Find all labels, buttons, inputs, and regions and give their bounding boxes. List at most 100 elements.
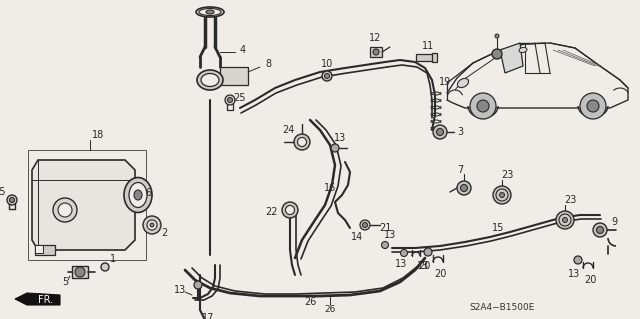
Text: 4: 4 bbox=[240, 45, 246, 55]
Text: 13: 13 bbox=[568, 269, 580, 279]
Circle shape bbox=[461, 184, 467, 191]
Text: 20: 20 bbox=[418, 261, 430, 271]
Circle shape bbox=[101, 263, 109, 271]
Circle shape bbox=[457, 181, 471, 195]
Bar bbox=[416, 54, 434, 61]
Circle shape bbox=[58, 203, 72, 217]
Circle shape bbox=[470, 93, 496, 119]
Circle shape bbox=[492, 49, 502, 59]
Circle shape bbox=[593, 223, 607, 237]
Ellipse shape bbox=[129, 182, 147, 207]
Bar bbox=[220, 67, 248, 85]
Circle shape bbox=[285, 205, 294, 214]
Text: 16: 16 bbox=[324, 183, 336, 193]
Circle shape bbox=[10, 197, 15, 203]
Circle shape bbox=[294, 134, 310, 150]
Ellipse shape bbox=[199, 9, 221, 16]
Polygon shape bbox=[15, 293, 60, 305]
Circle shape bbox=[499, 192, 504, 197]
Text: 14: 14 bbox=[351, 232, 363, 242]
Circle shape bbox=[225, 95, 235, 105]
Circle shape bbox=[53, 198, 77, 222]
Circle shape bbox=[227, 98, 232, 102]
Text: 9: 9 bbox=[611, 217, 617, 227]
Text: 13: 13 bbox=[174, 285, 186, 295]
Circle shape bbox=[574, 256, 582, 264]
Text: 1: 1 bbox=[110, 254, 116, 264]
Circle shape bbox=[580, 93, 606, 119]
Circle shape bbox=[556, 211, 574, 229]
Text: 25: 25 bbox=[0, 187, 6, 197]
Circle shape bbox=[563, 218, 568, 222]
Text: FR.: FR. bbox=[38, 295, 53, 305]
Ellipse shape bbox=[124, 177, 152, 212]
Ellipse shape bbox=[519, 48, 527, 53]
Bar bbox=[35, 245, 55, 255]
Circle shape bbox=[147, 220, 157, 230]
Text: 22: 22 bbox=[266, 207, 278, 217]
Text: S2A4−B1500E: S2A4−B1500E bbox=[469, 302, 534, 311]
Ellipse shape bbox=[201, 73, 219, 86]
Text: 12: 12 bbox=[369, 33, 381, 43]
Text: 6: 6 bbox=[145, 188, 151, 198]
Polygon shape bbox=[32, 160, 135, 250]
Text: 13: 13 bbox=[384, 230, 396, 240]
Text: 26: 26 bbox=[324, 305, 336, 314]
Circle shape bbox=[143, 216, 161, 234]
Circle shape bbox=[75, 267, 85, 277]
Circle shape bbox=[373, 49, 379, 55]
Circle shape bbox=[587, 100, 599, 112]
Circle shape bbox=[433, 125, 447, 139]
Ellipse shape bbox=[134, 190, 142, 200]
Circle shape bbox=[7, 195, 17, 205]
Polygon shape bbox=[500, 43, 523, 73]
Circle shape bbox=[477, 100, 489, 112]
Text: 13: 13 bbox=[395, 259, 407, 269]
Text: 3: 3 bbox=[457, 127, 463, 137]
Circle shape bbox=[436, 129, 444, 136]
Ellipse shape bbox=[458, 78, 468, 88]
Text: 25: 25 bbox=[234, 93, 246, 103]
Bar bbox=[28, 150, 146, 260]
Text: 5: 5 bbox=[62, 277, 68, 287]
Circle shape bbox=[362, 222, 367, 227]
Text: 21: 21 bbox=[379, 223, 391, 233]
Text: 23: 23 bbox=[564, 195, 576, 205]
Circle shape bbox=[424, 248, 432, 256]
Ellipse shape bbox=[206, 10, 214, 14]
Circle shape bbox=[493, 186, 511, 204]
Text: 10: 10 bbox=[321, 59, 333, 69]
Circle shape bbox=[381, 241, 388, 249]
Text: 20: 20 bbox=[584, 275, 596, 285]
Circle shape bbox=[194, 281, 202, 289]
Bar bbox=[35, 245, 43, 253]
Circle shape bbox=[495, 34, 499, 38]
Circle shape bbox=[150, 223, 154, 227]
Text: 17: 17 bbox=[202, 313, 214, 319]
Text: 13: 13 bbox=[417, 261, 429, 271]
Ellipse shape bbox=[196, 7, 224, 17]
Text: 15: 15 bbox=[492, 223, 504, 233]
Text: 2: 2 bbox=[161, 228, 167, 238]
Text: 26: 26 bbox=[304, 297, 316, 307]
Bar bbox=[370, 47, 382, 57]
Circle shape bbox=[298, 137, 307, 146]
Bar bbox=[72, 266, 88, 278]
Text: 19: 19 bbox=[439, 77, 451, 87]
Circle shape bbox=[324, 73, 330, 78]
Circle shape bbox=[596, 226, 604, 234]
Circle shape bbox=[331, 144, 339, 152]
Text: 8: 8 bbox=[265, 59, 271, 69]
Circle shape bbox=[496, 189, 508, 201]
Text: 20: 20 bbox=[434, 269, 446, 279]
Circle shape bbox=[559, 214, 571, 226]
Circle shape bbox=[360, 220, 370, 230]
Circle shape bbox=[322, 71, 332, 81]
Ellipse shape bbox=[197, 70, 223, 90]
Text: 11: 11 bbox=[422, 41, 434, 51]
Text: 7: 7 bbox=[457, 165, 463, 175]
Bar bbox=[432, 53, 437, 62]
Circle shape bbox=[282, 202, 298, 218]
Text: 23: 23 bbox=[501, 170, 513, 180]
Circle shape bbox=[401, 249, 408, 256]
